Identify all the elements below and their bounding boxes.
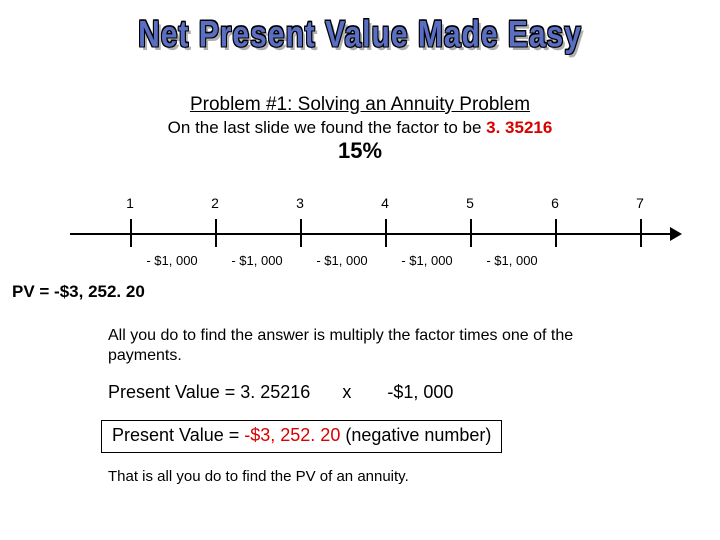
cashflow-label: - $1, 000 xyxy=(401,253,452,268)
explanation-text: All you do to find the answer is multipl… xyxy=(108,326,628,366)
tick-label: 3 xyxy=(296,195,304,211)
cashflow-label: - $1, 000 xyxy=(486,253,537,268)
pv-eq2-note: (negative number) xyxy=(340,425,491,445)
pv-eq2-lhs: Present Value = xyxy=(112,425,244,445)
subtitle-prefix: On the last slide we found the factor to… xyxy=(168,118,486,137)
tick-label: 5 xyxy=(466,195,474,211)
pv-eq2-value: -$3, 252. 20 xyxy=(244,425,340,445)
pv-eq1-times: x xyxy=(342,382,351,402)
pv-result: PV = -$3, 252. 20 xyxy=(12,282,145,302)
tick-label: 6 xyxy=(551,195,559,211)
timeline-axis xyxy=(70,233,680,235)
timeline-arrow-icon xyxy=(670,227,682,241)
tick-label: 4 xyxy=(381,195,389,211)
page-title: Net Present Value Made Easy xyxy=(138,14,582,57)
pv-eq1-lhs: Present Value = 3. 25216 xyxy=(108,382,310,402)
cashflow-label: - $1, 000 xyxy=(231,253,282,268)
timeline: 1 2 3 4 5 6 7 - $1, 000 - $1, 000 - $1, … xyxy=(70,205,680,275)
interest-rate: 15% xyxy=(0,138,720,164)
cashflow-label: - $1, 000 xyxy=(316,253,367,268)
tick xyxy=(385,219,387,247)
factor-value: 3. 35216 xyxy=(486,118,552,137)
subtitle: On the last slide we found the factor to… xyxy=(0,118,720,138)
tick xyxy=(130,219,132,247)
tick xyxy=(215,219,217,247)
pv-eq1-rhs: -$1, 000 xyxy=(387,382,453,402)
tick xyxy=(300,219,302,247)
tick xyxy=(470,219,472,247)
tick xyxy=(640,219,642,247)
tick-label: 2 xyxy=(211,195,219,211)
problem-title-text: Problem #1: Solving an Annuity Problem xyxy=(190,94,530,115)
tick-label: 1 xyxy=(126,195,134,211)
pv-equation-2: Present Value = -$3, 252. 20 (negative n… xyxy=(112,425,491,445)
cashflow-label: - $1, 000 xyxy=(146,253,197,268)
closing-text: That is all you do to find the PV of an … xyxy=(108,468,409,485)
page-title-wrap: Net Present Value Made Easy xyxy=(0,18,720,52)
problem-title: Problem #1: Solving an Annuity Problem xyxy=(0,94,720,116)
tick-label: 7 xyxy=(636,195,644,211)
pv-equation-1: Present Value = 3. 25216 x -$1, 000 xyxy=(108,382,453,403)
pv-equation-2-box: Present Value = -$3, 252. 20 (negative n… xyxy=(101,420,502,453)
tick xyxy=(555,219,557,247)
